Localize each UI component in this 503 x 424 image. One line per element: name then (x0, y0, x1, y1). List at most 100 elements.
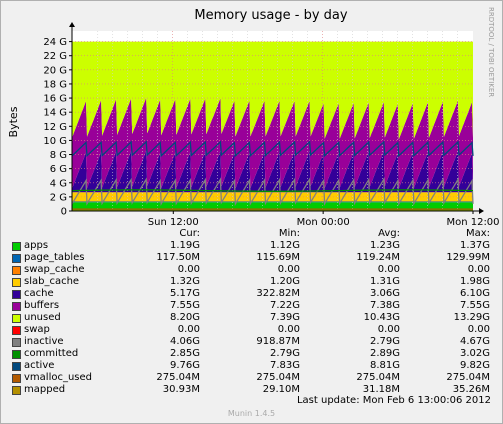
legend-label: slab_cache (24, 276, 80, 287)
legend-label: apps (24, 240, 49, 251)
legend-label: inactive (24, 336, 64, 347)
legend-row-page_tables: page_tables 117.50M 115.69M 119.24M 129.99M (12, 252, 492, 264)
legend-row-active: active 9.76G 7.83G 8.81G 9.82G (12, 360, 492, 372)
legend-label: page_tables (24, 252, 85, 263)
legend-label: mapped (24, 384, 66, 395)
min-value: 7.22G (269, 300, 300, 311)
x-tick-label: Sun 12:00 (148, 217, 199, 228)
min-value: 275.04M (256, 372, 300, 383)
max-value: 275.04M (446, 372, 490, 383)
y-tick-label: 10 G (43, 136, 67, 147)
cur-value: 275.04M (156, 372, 200, 383)
min-value: 322.82M (256, 288, 300, 299)
y-tick-label: 8 G (50, 150, 67, 161)
avg-value: 3.06G (369, 288, 400, 299)
avg-value: 2.89G (369, 348, 400, 359)
avg-value: 2.79G (369, 336, 400, 347)
header-min: Min: (278, 228, 300, 239)
x-axis-arrow (479, 208, 484, 214)
legend-label: swap_cache (24, 264, 85, 275)
avg-value: 8.81G (369, 360, 400, 371)
area-slab_cache (72, 192, 473, 202)
max-value: 35.26M (452, 384, 490, 395)
avg-value: 0.00 (377, 324, 400, 335)
min-value: 115.69M (256, 252, 300, 263)
y-tick-label: 2 G (50, 192, 67, 203)
legend-label: cache (24, 288, 54, 299)
legend-row-mapped: mapped 30.93M 29.10M 31.18M 35.26M (12, 384, 492, 396)
legend-label: committed (24, 348, 79, 359)
header-avg: Avg: (378, 228, 400, 239)
min-value: 1.20G (269, 276, 300, 287)
max-value: 13.29G (453, 312, 490, 323)
min-value: 1.12G (269, 240, 300, 251)
y-tick-label: 14 G (43, 108, 67, 119)
legend-header: Cur: Min: Avg: Max: (12, 228, 492, 240)
area-unused (72, 41, 473, 140)
x-tick-label: Mon 12:00 (446, 217, 499, 228)
avg-value: 1.31G (369, 276, 400, 287)
line-committed (72, 189, 473, 192)
legend-swatch (12, 278, 21, 287)
legend-label: buffers (24, 300, 60, 311)
legend-row-vmalloc_used: vmalloc_used 275.04M 275.04M 275.04M 275.04M (12, 372, 492, 384)
cur-value: 30.93M (162, 384, 200, 395)
legend-swatch (12, 290, 21, 299)
legend-swatch (12, 242, 21, 251)
y-tick-label: 0 (61, 207, 67, 218)
max-value: 129.99M (446, 252, 490, 263)
cur-value: 2.85G (169, 348, 200, 359)
cur-value: 0.00 (177, 264, 200, 275)
legend-swatch (12, 302, 21, 311)
line-active (71, 140, 474, 158)
area-buffers (72, 97, 473, 189)
legend-swatch (12, 266, 21, 275)
avg-value: 275.04M (356, 372, 400, 383)
x-tick-label: Mon 00:00 (297, 217, 350, 228)
legend-swatch (12, 338, 21, 347)
max-value: 9.82G (459, 360, 490, 371)
legend-row-unused: unused 8.20G 7.39G 10.43G 13.29G (12, 312, 492, 324)
cur-value: 1.32G (169, 276, 200, 287)
y-tick-label: 6 G (50, 164, 67, 175)
y-axis-label: Bytes (7, 106, 20, 137)
y-tick-label: 24 G (43, 37, 67, 48)
cur-value: 9.76G (169, 360, 200, 371)
max-value: 1.98G (459, 276, 490, 287)
legend-row-buffers: buffers 7.55G 7.22G 7.38G 7.55G (12, 300, 492, 312)
cur-value: 117.50M (156, 252, 200, 263)
chart-title: Memory usage - by day (194, 8, 347, 23)
y-tick-label: 20 G (43, 65, 67, 76)
y-tick-label: 22 G (43, 51, 67, 62)
cur-value: 7.55G (169, 300, 200, 311)
area-page_tables (72, 201, 473, 203)
area-cache (72, 150, 473, 193)
avg-value: 0.00 (377, 264, 400, 275)
y-tick-label: 16 G (43, 94, 67, 105)
cur-value: 1.19G (169, 240, 200, 251)
header-max: Max: (465, 228, 490, 239)
header-cur: Cur: (179, 228, 200, 239)
cur-value: 8.20G (169, 312, 200, 323)
avg-value: 31.18M (362, 384, 400, 395)
legend-swatch (12, 254, 21, 263)
min-value: 7.39G (269, 312, 300, 323)
legend-label: active (24, 360, 55, 371)
y-tick-label: 12 G (43, 122, 67, 133)
y-tick-label: 4 G (50, 178, 67, 189)
munin-version: Munin 1.4.5 (227, 409, 276, 418)
legend-label: vmalloc_used (24, 372, 93, 383)
cur-value: 0.00 (177, 324, 200, 335)
legend-row-cache: cache 5.17G 322.82M 3.06G 6.10G (12, 288, 492, 300)
min-value: 918.87M (256, 336, 300, 347)
legend-swatch (12, 386, 21, 395)
y-tick-label: 18 G (43, 79, 67, 90)
max-value: 4.67G (459, 336, 490, 347)
avg-value: 10.43G (363, 312, 400, 323)
legend-swatch (12, 362, 21, 371)
min-value: 0.00 (277, 324, 300, 335)
min-value: 0.00 (277, 264, 300, 275)
max-value: 6.10G (459, 288, 490, 299)
last-update-text: Last update: Mon Feb 6 13:00:06 2012 (296, 395, 491, 406)
